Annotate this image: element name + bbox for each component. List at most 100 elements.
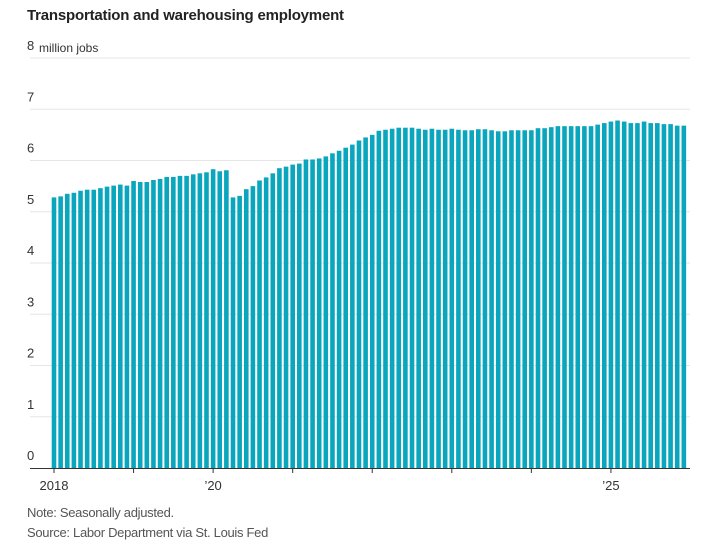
bar-2019-10 bbox=[190, 174, 196, 468]
bar-2024-12 bbox=[601, 123, 607, 469]
bar-2020-07 bbox=[250, 186, 256, 468]
bar-2022-02 bbox=[376, 130, 382, 468]
x-axis: 2018 ’20 ’25 bbox=[30, 468, 690, 493]
bar-2024-05 bbox=[555, 126, 561, 468]
y-tick-label: 6 bbox=[27, 141, 34, 156]
bar-2023-11 bbox=[515, 130, 521, 468]
bar-2019-03 bbox=[144, 182, 150, 468]
bar-2022-11 bbox=[436, 129, 441, 468]
bar-2021-08 bbox=[336, 150, 342, 468]
x-tick-label: ’25 bbox=[602, 478, 619, 493]
bar-2023-07 bbox=[489, 130, 494, 468]
bar-2022-12 bbox=[442, 129, 448, 468]
bar-2022-04 bbox=[389, 128, 395, 468]
bar-2024-07 bbox=[568, 126, 574, 468]
bar-2022-10 bbox=[429, 128, 435, 468]
bar-2018-06 bbox=[84, 189, 90, 468]
bar-2021-02 bbox=[297, 163, 302, 468]
bar-2019-01 bbox=[131, 181, 136, 468]
bar-2024-06 bbox=[562, 126, 567, 468]
bar-2025-04 bbox=[628, 123, 634, 469]
bar-2018-08 bbox=[98, 188, 103, 469]
bar-2025-01 bbox=[608, 121, 614, 469]
bar-2018-10 bbox=[111, 185, 116, 469]
bar-2025-12 bbox=[681, 125, 687, 469]
bar-2020-02 bbox=[217, 171, 223, 468]
x-tick-label: 2018 bbox=[40, 478, 69, 493]
bar-2020-11 bbox=[277, 168, 282, 468]
bar-2020-01 bbox=[210, 169, 216, 468]
bar-2018-09 bbox=[104, 186, 110, 468]
bar-2025-03 bbox=[621, 121, 627, 469]
bar-2025-09 bbox=[661, 124, 667, 469]
x-tick-label: ’20 bbox=[204, 478, 221, 493]
bar-2020-09 bbox=[263, 177, 269, 468]
y-tick-label: 3 bbox=[27, 294, 34, 309]
bar-2025-07 bbox=[648, 123, 653, 469]
bar-2018-04 bbox=[71, 192, 77, 468]
bar-2021-01 bbox=[290, 164, 295, 468]
bar-2023-01 bbox=[449, 128, 455, 468]
bar-2025-06 bbox=[641, 121, 647, 469]
bar-2021-12 bbox=[363, 137, 368, 468]
bar-2021-06 bbox=[323, 156, 329, 468]
bar-2021-04 bbox=[310, 159, 315, 468]
bar-2020-05 bbox=[237, 195, 242, 469]
bar-2019-04 bbox=[151, 179, 156, 468]
bar-2025-11 bbox=[674, 125, 680, 469]
bar-2024-04 bbox=[548, 127, 554, 468]
chart-title: Transportation and warehousing employmen… bbox=[27, 7, 344, 24]
bar-2024-08 bbox=[575, 126, 581, 468]
bar-2020-10 bbox=[270, 173, 276, 468]
bar-2022-03 bbox=[383, 129, 388, 468]
bar-2019-08 bbox=[177, 175, 183, 468]
bar-2018-07 bbox=[91, 189, 97, 468]
bar-2018-03 bbox=[64, 193, 70, 468]
bar-2023-05 bbox=[476, 129, 481, 469]
y-tick-label: 7 bbox=[27, 89, 34, 104]
bar-2021-10 bbox=[350, 144, 355, 469]
bar-2018-05 bbox=[78, 190, 83, 469]
y-tick-label: 2 bbox=[27, 346, 34, 361]
bar-2019-12 bbox=[204, 172, 209, 468]
bar-2021-03 bbox=[303, 159, 309, 468]
bar-2021-07 bbox=[330, 153, 335, 468]
bar-2019-11 bbox=[197, 173, 203, 468]
bar-2018-12 bbox=[124, 185, 130, 469]
bar-2023-06 bbox=[482, 129, 488, 469]
bar-2024-03 bbox=[542, 128, 547, 468]
y-tick-label: 0 bbox=[27, 448, 34, 463]
y-tick-label: 8 bbox=[27, 38, 34, 53]
bar-2025-10 bbox=[668, 124, 673, 469]
bar-2018-02 bbox=[58, 196, 63, 468]
bar-2021-09 bbox=[343, 147, 349, 468]
bar-2020-03 bbox=[224, 170, 229, 469]
bar-2024-02 bbox=[535, 128, 541, 468]
source-text: Source: Labor Department via St. Louis F… bbox=[27, 525, 269, 540]
bars bbox=[51, 120, 687, 469]
bar-2023-12 bbox=[522, 130, 528, 468]
y-axis-labels: 0 1 2 3 4 5 6 7 8 million jobs bbox=[27, 38, 98, 463]
bar-2020-12 bbox=[283, 166, 289, 468]
bar-2022-01 bbox=[369, 134, 375, 468]
bar-2019-05 bbox=[157, 178, 163, 468]
bar-2019-06 bbox=[164, 176, 170, 468]
y-tick-label: 4 bbox=[27, 243, 34, 258]
bar-2023-02 bbox=[456, 129, 461, 468]
bar-2024-10 bbox=[588, 126, 594, 468]
bar-2025-05 bbox=[635, 123, 640, 469]
note-text: Note: Seasonally adjusted. bbox=[27, 505, 174, 520]
bar-2022-08 bbox=[416, 128, 421, 468]
bar-2024-01 bbox=[529, 130, 534, 468]
bar-2020-04 bbox=[230, 197, 236, 468]
bar-2021-05 bbox=[316, 158, 322, 468]
bar-2024-11 bbox=[595, 124, 600, 468]
bar-2023-04 bbox=[469, 130, 474, 468]
bar-2022-09 bbox=[422, 129, 428, 468]
bar-2025-08 bbox=[655, 123, 660, 469]
bar-2020-08 bbox=[257, 180, 262, 469]
bar-2023-03 bbox=[462, 130, 468, 468]
bar-2019-09 bbox=[184, 175, 189, 468]
y-tick-label: 1 bbox=[27, 397, 34, 412]
